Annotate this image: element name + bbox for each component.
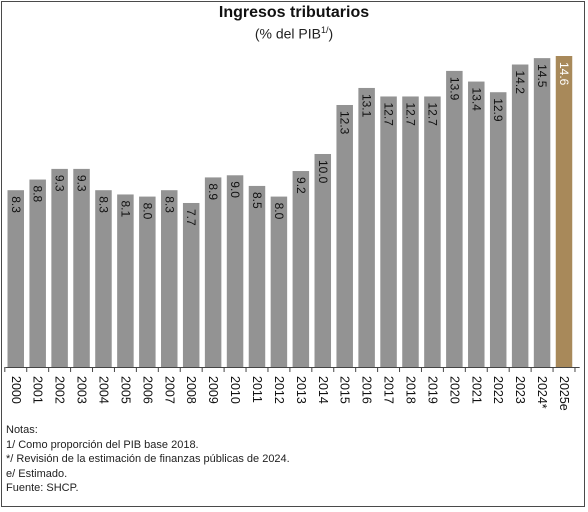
- data-label-2007: 8.3: [162, 196, 176, 213]
- x-tick-label-2015: 2015: [338, 376, 352, 404]
- note-estimado: e/ Estimado.: [6, 467, 68, 480]
- bar-2007: [161, 190, 178, 367]
- bar-2025e: [555, 56, 573, 367]
- data-label-2012: 8.0: [272, 203, 286, 220]
- data-label-2002: 9.3: [53, 175, 67, 192]
- x-tick-label-2019: 2019: [425, 376, 439, 404]
- bar-2000: [7, 190, 24, 367]
- bar-2008: [182, 202, 200, 367]
- data-label-2013: 9.2: [294, 177, 308, 194]
- data-label-2019: 12.7: [425, 102, 439, 126]
- notes-block: Notas: 1/ Como proporción del PIB base 2…: [6, 423, 290, 496]
- data-label-2023: 14.2: [513, 71, 527, 95]
- bar-2002: [51, 168, 68, 367]
- data-label-2005: 8.1: [118, 200, 132, 217]
- data-label-2025e: 14.6: [557, 62, 571, 86]
- x-tick-label-2003: 2003: [75, 376, 89, 404]
- bar-2010: [226, 175, 244, 367]
- notes-heading: Notas:: [6, 424, 38, 436]
- bar-2014: [314, 153, 332, 367]
- bar-2018: [402, 96, 419, 367]
- x-tick-label-2002: 2002: [53, 376, 67, 404]
- bar-2019: [424, 96, 441, 367]
- bar-2012: [270, 196, 288, 367]
- x-tick-label-2020: 2020: [447, 376, 461, 404]
- x-tick-label-2013: 2013: [294, 376, 308, 404]
- bar-2011: [248, 185, 266, 367]
- data-label-2006: 8.0: [140, 203, 154, 220]
- data-label-2018: 12.7: [403, 102, 417, 126]
- bar-2020: [446, 70, 463, 367]
- data-label-2014: 10.0: [316, 160, 330, 184]
- bar-2024*: [533, 58, 551, 367]
- data-label-2024*: 14.5: [535, 64, 549, 88]
- x-tick-label-2021: 2021: [469, 376, 483, 404]
- x-tick-label-2005: 2005: [118, 376, 132, 404]
- data-label-2009: 8.9: [206, 183, 220, 200]
- x-tick-label-2023: 2023: [513, 376, 527, 404]
- x-tick-label-2006: 2006: [140, 376, 154, 404]
- x-tick-label-2017: 2017: [382, 376, 396, 404]
- bar-2005: [117, 194, 134, 367]
- bar-2003: [73, 168, 90, 367]
- x-tick-label-2000: 2000: [9, 376, 23, 404]
- chart-subtitle: (% del PIB1/): [0, 25, 588, 42]
- bar-2009: [204, 177, 222, 367]
- x-tick-label-2009: 2009: [206, 376, 220, 404]
- x-tick-label-2007: 2007: [162, 376, 176, 404]
- bar-2016: [358, 87, 375, 367]
- x-tick-label-2024*: 2024*: [535, 376, 549, 409]
- bar-chart: 8.3 2000 8.8 2001 9.3 2002 9.3 2003 8.3 2004 8.1 20…: [4, 56, 580, 411]
- bar-2023: [511, 64, 529, 368]
- data-label-2010: 9.0: [228, 181, 242, 198]
- data-label-2021: 13.4: [469, 88, 483, 112]
- data-label-2000: 8.3: [9, 196, 23, 213]
- data-label-2001: 8.8: [31, 186, 45, 203]
- data-label-2011: 8.5: [250, 192, 264, 209]
- bar-2021: [468, 81, 485, 367]
- x-tick-label-2004: 2004: [96, 376, 110, 404]
- x-tick-label-2022: 2022: [491, 376, 505, 404]
- bar-2013: [292, 171, 310, 367]
- x-tick-label-2008: 2008: [184, 376, 198, 404]
- bar-2022: [489, 92, 507, 368]
- data-label-2020: 13.9: [447, 77, 461, 101]
- data-label-2016: 13.1: [360, 94, 374, 118]
- x-tick-label-2001: 2001: [31, 376, 45, 404]
- bar-2001: [29, 179, 46, 367]
- note-source: Fuente: SHCP.: [6, 482, 79, 494]
- x-tick-label-2025e: 2025e: [557, 376, 571, 411]
- x-tick-label-2018: 2018: [403, 376, 417, 404]
- x-tick-label-2011: 2011: [250, 376, 264, 403]
- data-label-2022: 12.9: [491, 98, 505, 122]
- subtitle-close: ): [328, 25, 334, 42]
- bar-2004: [95, 190, 112, 367]
- x-tick-label-2010: 2010: [228, 376, 242, 404]
- data-label-2015: 12.3: [338, 111, 352, 135]
- data-label-2003: 9.3: [75, 175, 89, 192]
- x-tick-label-2012: 2012: [272, 376, 286, 404]
- note-revision-2024: */ Revisión de la estimación de finanzas…: [6, 453, 290, 465]
- x-tick-label-2016: 2016: [360, 376, 374, 404]
- x-tick-label-2014: 2014: [316, 376, 330, 404]
- subtitle-text: (% del PIB: [254, 25, 321, 42]
- data-label-2008: 7.7: [184, 209, 198, 226]
- note-base-2018: 1/ Como proporción del PIB base 2018.: [6, 438, 199, 451]
- chart-title: Ingresos tributarios: [218, 4, 370, 21]
- bar-2017: [380, 96, 397, 367]
- bar-2015: [336, 104, 353, 368]
- data-label-2017: 12.7: [382, 102, 396, 126]
- bar-2006: [139, 196, 156, 367]
- subtitle-footnote-marker: 1/: [320, 25, 329, 35]
- data-label-2004: 8.3: [96, 196, 110, 213]
